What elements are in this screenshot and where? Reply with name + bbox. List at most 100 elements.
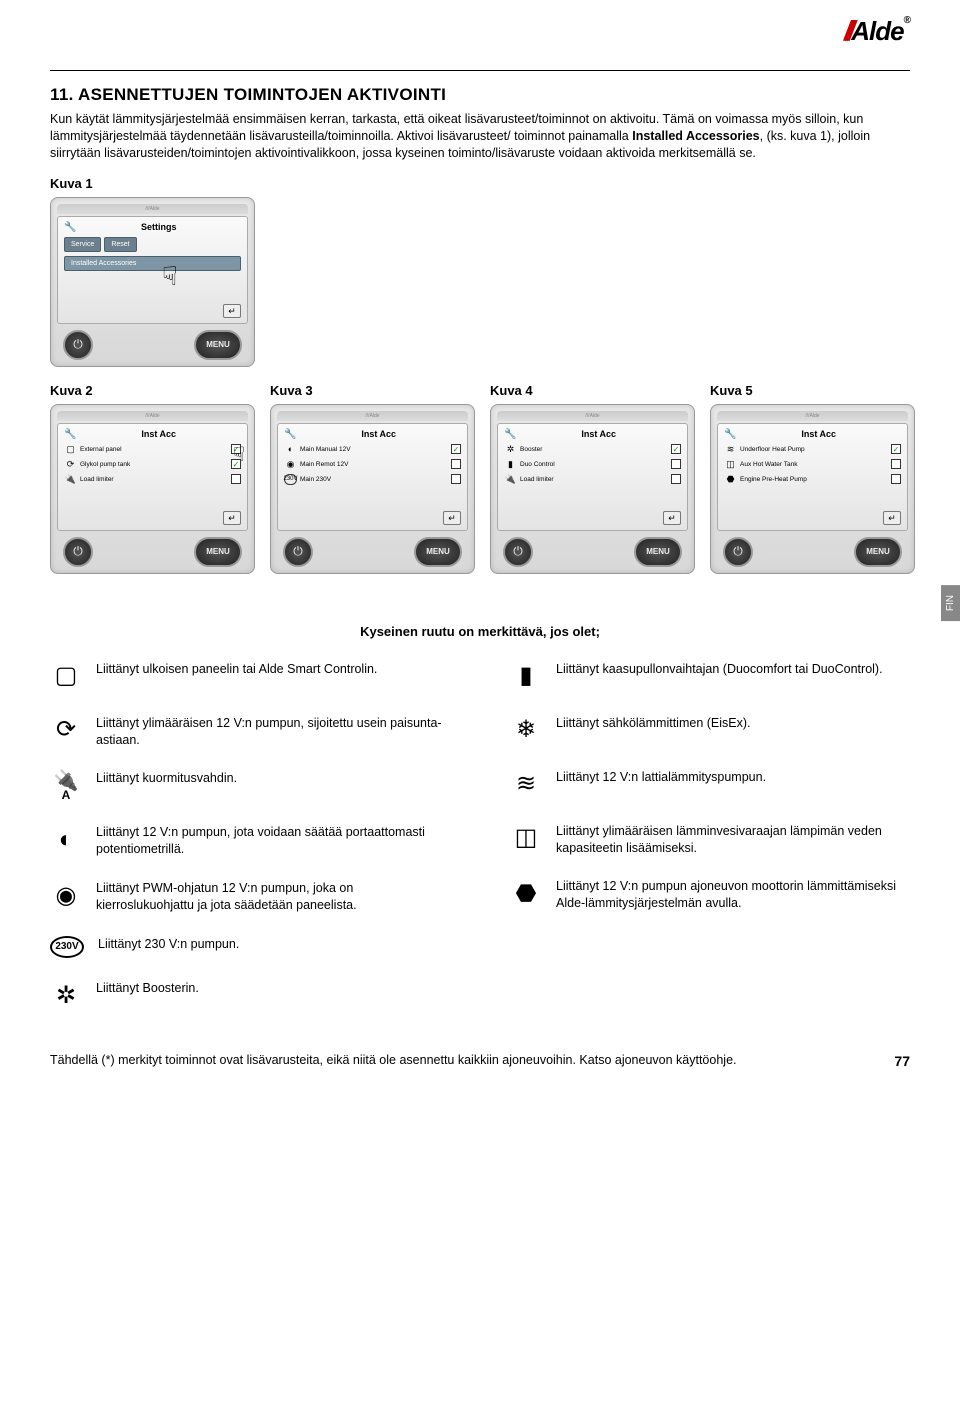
menu-button[interactable]: MENU [194,330,242,360]
booster-icon: ✲ [50,980,82,1012]
kuva3-row1: ◐Main Manual 12V✓ [284,444,461,455]
checklist-left: ▢ Liittänyt ulkoisen paneelin tai Alde Sm… [50,661,450,1034]
load-limiter-icon: 🔌 [504,474,517,485]
menu-button[interactable]: MENU [854,537,902,567]
service-button[interactable]: Service [64,237,101,252]
kuva4-row3: 🔌Load limiter [504,474,681,485]
kuva3-label: Kuva 3 [270,383,475,398]
kuva2-row3: 🔌Load limiter [64,474,241,485]
enter-button[interactable]: ↵ [663,511,681,525]
power-button[interactable]: ⏻ [63,537,93,567]
brand-logo: ///Alde® [844,15,910,47]
underfloor-pump-icon: ≋ [510,769,542,801]
main-230v-icon: 230V [284,474,297,485]
kuva1-label: Kuva 1 [50,176,910,191]
kuva5-title: 🔧Inst Acc [724,429,901,439]
check-text: Liittänyt sähkölämmittimen (EisEx). [556,715,751,747]
kuva4-row1: ✲Booster✓ [504,444,681,455]
check-text: Liittänyt 12 V:n pumpun, jota voidaan sä… [96,824,450,858]
enter-button[interactable]: ↵ [223,304,241,318]
kuva5-row3: ⬣Engine Pre-Heat Pump [724,474,901,485]
load-limiter-icon: 🔌 [64,474,77,485]
kuva4-title: 🔧Inst Acc [504,429,681,439]
checkbox[interactable] [891,474,901,484]
kuva5-screen: 🔧Inst Acc ≋Underfloor Heat Pump✓ ◫Aux Ho… [717,423,908,531]
kuva4-row2: ▮Duo Control [504,459,681,470]
reset-button[interactable]: Reset [104,237,136,252]
enter-button[interactable]: ↵ [443,511,461,525]
logo-slashes: /// [844,15,849,46]
gas-bottle-icon: ▮ [510,661,542,693]
page-heading: 11. ASENNETTUJEN TOIMINTOJEN AKTIVOINTI [50,85,910,105]
checkbox[interactable]: ✓ [451,444,461,454]
settings-title: 🔧Settings [64,222,241,232]
pump-230v-icon: 230V [50,936,84,958]
panel-kuva1: ///Alde 🔧Settings Service Reset Installe… [50,197,255,367]
panel-top: ///Alde [497,411,688,421]
checkbox[interactable] [231,474,241,484]
kuva2-title: 🔧Inst Acc [64,429,241,439]
panel-top: ///Alde [57,204,248,214]
checklist-heading: Kyseinen ruutu on merkittävä, jos olet; [50,624,910,639]
kuva2-label: Kuva 2 [50,383,255,398]
main-manual-icon: ◐ [284,444,297,455]
fin-tab: FIN [941,585,960,621]
aux-hotwater-icon: ◫ [724,459,737,470]
kuva5-row1: ≋Underfloor Heat Pump✓ [724,444,901,455]
check-text: Liittänyt PWM-ohjatun 12 V:n pumpun, jok… [96,880,450,914]
engine-heat-icon: ⬣ [510,878,542,910]
panel-top: ///Alde [277,411,468,421]
external-panel-icon: ▢ [50,661,82,693]
check-text: Liittänyt ulkoisen paneelin tai Alde Sma… [96,661,377,693]
checkbox[interactable] [671,459,681,469]
panel-kuva4: ///Alde 🔧Inst Acc ✲Booster✓ ▮Duo Control… [490,404,695,574]
menu-button[interactable]: MENU [414,537,462,567]
check-text: Liittänyt ylimääräisen lämminvesivaraaja… [556,823,910,857]
panel-kuva3: ///Alde 🔧Inst Acc ◐Main Manual 12V✓ ◉Mai… [270,404,475,574]
eisex-icon: ❄ [510,715,542,747]
kuva3-screen: 🔧Inst Acc ◐Main Manual 12V✓ ◉Main Remot … [277,423,468,531]
kuva3-row2: ◉Main Remot 12V [284,459,461,470]
kuva2-row1: ▢External panel✓ [64,444,241,455]
settings-screen: 🔧Settings Service Reset Installed Access… [57,216,248,324]
panel-kuva5: ///Alde 🔧Inst Acc ≋Underfloor Heat Pump✓… [710,404,915,574]
kuva3-title: 🔧Inst Acc [284,429,461,439]
checkbox[interactable]: ✓ [891,444,901,454]
power-button[interactable]: ⏻ [503,537,533,567]
checklist-right: ▮ Liittänyt kaasupullonvaihtajan (Duocomf… [510,661,910,1034]
check-text: Liittänyt 12 V:n lattialämmityspumpun. [556,769,766,801]
page-number: 77 [894,1052,910,1071]
intro-text: Kun käytät lämmitysjärjestelmää ensimmäi… [50,111,910,162]
extra-boiler-icon: ◫ [510,823,542,855]
booster-icon: ✲ [504,444,517,455]
kuva4-label: Kuva 4 [490,383,695,398]
power-button[interactable]: ⏻ [723,537,753,567]
pointer-hand-icon: ☟ [233,442,245,467]
kuva2-row2: ⟳Glykol pump tank✓ [64,459,241,470]
menu-button[interactable]: MENU [194,537,242,567]
check-text: Liittänyt kaasupullonvaihtajan (Duocomfo… [556,661,883,693]
enter-button[interactable]: ↵ [223,511,241,525]
kuva5-label: Kuva 5 [710,383,915,398]
check-text: Liittänyt Boosterin. [96,980,199,1012]
checkbox[interactable] [451,474,461,484]
menu-button[interactable]: MENU [634,537,682,567]
pwm-pump-icon: ◉ [50,880,82,912]
panel-top: ///Alde [57,411,248,421]
power-button[interactable]: ⏻ [283,537,313,567]
footnote: Tähdellä (*) merkityt toiminnot ovat lis… [50,1052,910,1069]
checkbox[interactable] [451,459,461,469]
potentiometer-pump-icon: ◐ [50,824,82,856]
enter-button[interactable]: ↵ [883,511,901,525]
panel-top: ///Alde [717,411,908,421]
check-text: Liittänyt ylimääräisen 12 V:n pumpun, si… [96,715,450,749]
installed-accessories-button[interactable]: Installed Accessories [64,256,241,271]
power-button[interactable]: ⏻ [63,330,93,360]
checkbox[interactable] [671,474,681,484]
checkbox[interactable]: ✓ [671,444,681,454]
separator [50,70,910,71]
engine-preheat-icon: ⬣ [724,474,737,485]
checkbox[interactable] [891,459,901,469]
kuva4-screen: 🔧Inst Acc ✲Booster✓ ▮Duo Control 🔌Load l… [497,423,688,531]
pointer-hand-icon: ☟ [162,261,178,292]
